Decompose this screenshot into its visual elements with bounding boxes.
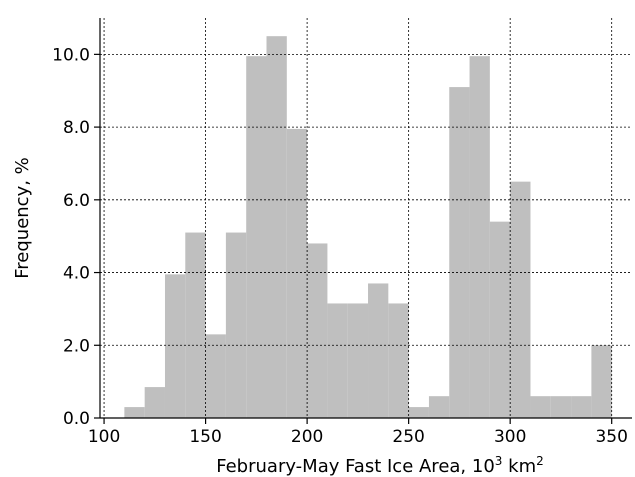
histogram-bar-1 (144, 387, 165, 418)
y-tick-label-5: 10.0 (52, 45, 90, 65)
histogram-bar-14 (408, 407, 429, 418)
histogram-bar-13 (388, 303, 409, 418)
x-tick-label-4: 300 (494, 427, 526, 447)
histogram-bar-22 (571, 396, 592, 418)
histogram-bar-10 (327, 303, 348, 418)
histogram-bar-5 (225, 232, 247, 418)
histogram-bar-12 (368, 283, 389, 418)
histogram-bar-0 (124, 407, 145, 418)
histogram-bar-17 (469, 56, 490, 418)
histogram-bar-16 (449, 87, 470, 418)
histogram-bar-19 (510, 181, 531, 418)
axis-layer (99, 18, 632, 419)
histogram-bar-6 (246, 56, 267, 418)
bar-layer (124, 36, 612, 418)
y-tick-label-3: 6.0 (63, 191, 90, 211)
histogram-bar-15 (428, 396, 450, 418)
histogram-bar-2 (164, 274, 186, 418)
histogram-bar-20 (530, 396, 551, 418)
y-tick-label-1: 2.0 (63, 336, 90, 356)
histogram-bar-21 (550, 396, 572, 418)
histogram-bar-8 (286, 128, 308, 418)
histogram-bar-23 (591, 345, 612, 418)
histogram-bar-7 (266, 36, 287, 418)
histogram-bar-11 (347, 303, 369, 418)
x-tick-label-5: 350 (595, 427, 627, 447)
y-tick-label-4: 8.0 (63, 118, 90, 138)
x-tick-label-1: 150 (189, 427, 221, 447)
x-tick-label-2: 200 (291, 427, 323, 447)
x-tick-label-0: 100 (88, 427, 120, 447)
x-axis-title: February-May Fast Ice Area, 103 km2 (216, 454, 544, 477)
y-axis-title: Frequency, % (12, 157, 33, 279)
histogram-bar-3 (185, 232, 206, 418)
y-tick-label-0: 0.0 (63, 409, 90, 429)
histogram-bar-18 (489, 221, 511, 418)
x-tick-label-3: 250 (392, 427, 424, 447)
histogram-bar-9 (307, 243, 328, 418)
tick-layer: 100 150 200 250 300 350 0.0 2.0 4.0 6.0 8.0 10.0 (52, 45, 628, 447)
histogram-bar-4 (205, 334, 226, 418)
y-tick-label-2: 4.0 (63, 264, 90, 284)
